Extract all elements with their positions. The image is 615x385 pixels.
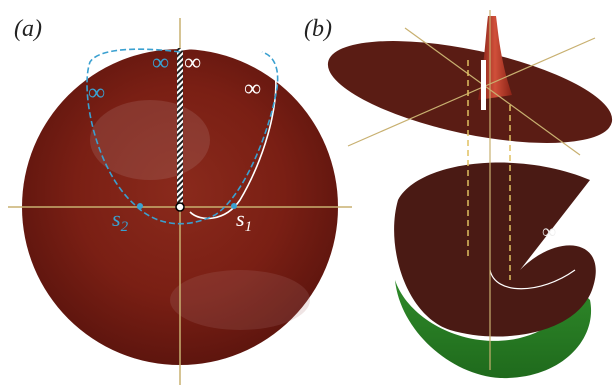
infinity-label: ∞ xyxy=(152,50,169,76)
sheet-upper xyxy=(319,21,615,163)
point-label-subscript: 1 xyxy=(245,219,253,235)
figure: (a) ∞ ∞ ∞ ∞ s2 s1 (b) ∞ xyxy=(0,0,615,385)
branch-cut xyxy=(481,60,486,110)
infinity-label: ∞ xyxy=(88,80,105,106)
branch-cut xyxy=(177,48,183,207)
point-label-base: s xyxy=(112,206,121,231)
infinity-label: ∞ xyxy=(184,50,201,76)
origin xyxy=(176,203,184,211)
point xyxy=(137,203,143,209)
panel-label: (b) xyxy=(304,16,332,42)
page: (a) ∞ ∞ ∞ ∞ s2 s1 (b) ∞ (() => { const d… xyxy=(0,0,615,385)
texture xyxy=(170,270,310,330)
panel-a: (a) ∞ ∞ ∞ ∞ s2 s1 xyxy=(8,16,352,385)
panel-label: (a) xyxy=(14,16,42,42)
point-label-subscript: 2 xyxy=(121,219,129,235)
panel-b: (b) ∞ xyxy=(304,10,615,378)
infinity-label: ∞ xyxy=(244,76,261,102)
point-label-base: s xyxy=(236,206,245,231)
sheet-lower xyxy=(394,163,596,337)
infinity-label: ∞ xyxy=(542,221,556,243)
